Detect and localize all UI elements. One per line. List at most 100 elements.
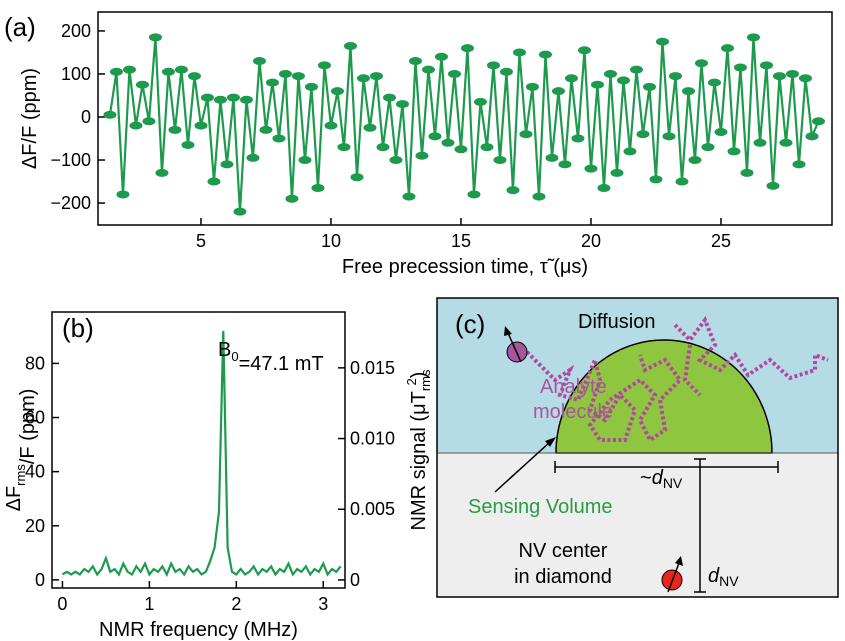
x-tick-label: 15 (451, 231, 471, 251)
data-point (343, 41, 357, 50)
data-point (116, 190, 130, 199)
data-point (688, 156, 702, 165)
label-part: =47.1 mT (239, 353, 324, 375)
data-point (226, 93, 240, 102)
data-point (636, 130, 650, 139)
data-point (655, 37, 669, 46)
data-point (558, 160, 572, 169)
data-point (597, 183, 611, 192)
data-point (155, 168, 169, 177)
data-point (467, 190, 481, 199)
data-point (675, 177, 689, 186)
data-point (187, 72, 201, 81)
data-point (233, 207, 247, 216)
data-point (798, 74, 812, 83)
data-point (103, 110, 117, 119)
data-point (324, 121, 338, 130)
diagram: (c) Diffusion Analyte molecule ~dNV Sens… (436, 297, 839, 598)
data-point (577, 46, 591, 55)
data-point (753, 138, 767, 147)
y-tick-label: −200 (50, 193, 91, 213)
data-point (330, 87, 344, 96)
data-point (480, 143, 494, 152)
data-point (168, 125, 182, 134)
data-point (610, 168, 624, 177)
data-point (382, 93, 396, 102)
diamond (437, 453, 838, 597)
data-point (311, 183, 325, 192)
data-point (402, 192, 416, 201)
data-line (108, 37, 820, 212)
label-part: ) (408, 372, 430, 379)
x-tick-label: 25 (711, 231, 731, 251)
data-point (701, 143, 715, 152)
data-point (304, 82, 318, 91)
data-point (434, 52, 448, 61)
label-part: rms (13, 464, 28, 486)
data-point (259, 125, 273, 134)
y2-tick-label: 0.010 (350, 429, 395, 449)
data-point (740, 168, 754, 177)
data-point (317, 61, 331, 70)
data-point (395, 100, 409, 109)
data-point (122, 65, 136, 74)
data-point (499, 67, 513, 76)
panel-label: (c) (455, 309, 485, 339)
data-point (109, 67, 123, 76)
diagram-frame (436, 297, 839, 598)
data-point (532, 192, 546, 201)
data-point (662, 132, 676, 141)
data-point (376, 143, 390, 152)
diffusion-path (525, 315, 829, 443)
data-point (207, 177, 221, 186)
diffusion-label: Diffusion (578, 311, 655, 333)
width-label: ~dNV (640, 467, 683, 491)
y-tick-label: 80 (25, 353, 45, 373)
data-point (460, 44, 474, 53)
data-point (142, 117, 156, 126)
data-point (200, 93, 214, 102)
data-point (441, 138, 455, 147)
data-point (590, 80, 604, 89)
label-part: NMR signal (μT (408, 391, 430, 530)
arrow-head (675, 556, 683, 566)
data-point (623, 147, 637, 156)
y-tick-label: 60 (25, 408, 45, 428)
data-point (792, 160, 806, 169)
label-part: d (708, 565, 720, 587)
data-point (733, 63, 747, 72)
data-point (714, 128, 728, 137)
x-tick-label: 20 (581, 231, 601, 251)
data-point (174, 65, 188, 74)
data-point (239, 95, 253, 104)
nv-label: NV center (519, 540, 608, 562)
data-point (148, 33, 162, 42)
data-point (811, 117, 825, 126)
data-point (772, 72, 786, 81)
y-tick-label: 0 (35, 570, 45, 590)
spin-arrow (667, 562, 680, 593)
data-line (61, 330, 342, 578)
x-tick-label: 1 (144, 594, 154, 614)
depth-label: dNV (708, 565, 739, 589)
y2-tick-label: 0 (350, 570, 360, 590)
data-point (337, 143, 351, 152)
data-point (161, 67, 175, 76)
data-point (629, 65, 643, 74)
data-point (291, 72, 305, 81)
panel-label: (a) (4, 12, 36, 42)
data-point (766, 181, 780, 190)
data-point (727, 147, 741, 156)
nv-label: in diamond (514, 566, 612, 588)
data-point (272, 134, 286, 143)
label-part: 0 (231, 349, 238, 364)
data-point (389, 156, 403, 165)
data-point (285, 194, 299, 203)
data-point (668, 72, 682, 81)
spin-arrow (507, 332, 522, 363)
data-point (707, 78, 721, 87)
panel-label: (b) (62, 313, 94, 343)
x-tick-label: 5 (196, 231, 206, 251)
data-point (642, 82, 656, 91)
